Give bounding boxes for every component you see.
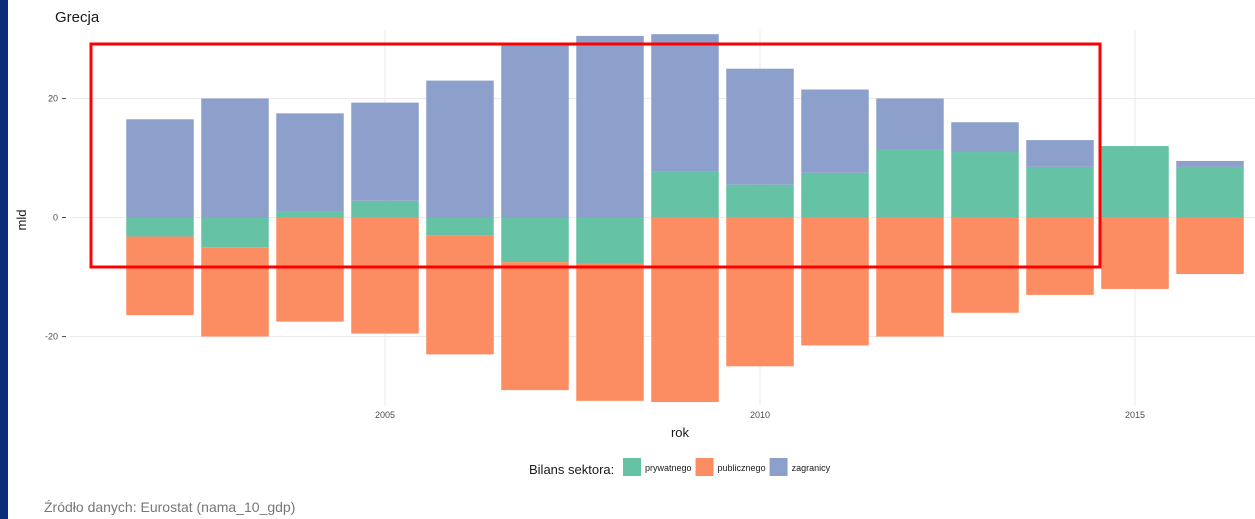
bar-prywatnego-2013 [951,152,1019,218]
bar-publicznego-2007 [501,262,569,391]
ticks: -20 0 20 2005 2010 2015 [45,93,1145,420]
bar-prywatnego-2003 [201,217,269,248]
legend-label-zagranicy: zagranicy [792,463,831,473]
chart-frame: -20 0 20 2005 2010 2015 Grecja rok mld Bilans… [8,0,1255,519]
y-axis-title: mld [14,210,29,231]
bar-zagranicy-2003 [201,98,269,218]
x-tick-label: 2010 [750,410,770,420]
bar-prywatnego-2009 [651,171,719,218]
bar-zagranicy-2014 [1026,140,1094,167]
bar-publicznego-2016 [1176,217,1244,275]
bar-publicznego-2015 [1101,217,1169,289]
legend-label-publicznego: publicznego [718,463,766,473]
legend-label-prywatnego: prywatnego [645,463,692,473]
bar-prywatnego-2016 [1176,166,1244,218]
x-axis-title: rok [671,425,690,440]
x-tick-label: 2005 [375,410,395,420]
bar-prywatnego-2006 [426,217,494,236]
bar-publicznego-2008 [576,263,644,401]
x-tick-label: 2015 [1125,410,1145,420]
bar-publicznego-2010 [726,217,794,367]
bar-prywatnego-2004 [276,211,344,218]
bar-zagranicy-2009 [651,34,719,172]
legend-title: Bilans sektora: [529,462,614,477]
bar-zagranicy-2011 [801,89,869,173]
bar-zagranicy-2007 [501,44,569,218]
bar-publicznego-2003 [201,247,269,337]
bar-publicznego-2002 [126,236,194,316]
bar-publicznego-2005 [351,217,419,334]
y-tick-label: 0 [53,213,58,223]
bar-prywatnego-2012 [876,149,944,218]
bar-zagranicy-2004 [276,113,344,212]
bar-zagranicy-2006 [426,80,494,218]
bar-publicznego-2009 [651,217,719,403]
bar-zagranicy-2005 [351,102,419,201]
bar-prywatnego-2005 [351,200,419,218]
bar-publicznego-2004 [276,217,344,322]
bar-prywatnego-2007 [501,217,569,263]
bar-publicznego-2011 [801,217,869,346]
bar-zagranicy-2002 [126,119,194,218]
y-tick-label: 20 [48,93,58,103]
bar-zagranicy-2008 [576,35,644,218]
bars [126,34,1244,403]
y-tick-label: -20 [45,332,58,342]
chart: -20 0 20 2005 2010 2015 Grecja rok mld Bilans… [14,9,1255,515]
bar-prywatnego-2002 [126,217,194,237]
bar-zagranicy-2013 [951,122,1019,153]
annotation-rectangle [89,42,1102,269]
bar-zagranicy-2016 [1176,160,1244,167]
legend-key-prywatnego [623,458,641,476]
bar-prywatnego-2008 [576,217,644,264]
bar-prywatnego-2010 [726,184,794,218]
legend: Bilans sektora: prywatnego publicznego zag… [529,458,831,477]
bar-publicznego-2006 [426,235,494,355]
legend-key-publicznego [695,458,714,476]
chart-title: Grecja [55,9,100,26]
bar-prywatnego-2014 [1026,166,1094,218]
bar-publicznego-2013 [951,217,1019,313]
source-note: Źródło danych: Eurostat (nama_10_gdp) [44,499,295,515]
bar-publicznego-2014 [1026,217,1094,295]
legend-key-zagranicy [769,458,788,476]
bar-prywatnego-2015 [1101,146,1169,218]
bar-zagranicy-2010 [726,68,794,185]
bar-prywatnego-2011 [801,172,869,218]
bar-zagranicy-2012 [876,98,944,150]
bar-publicznego-2012 [876,217,944,337]
